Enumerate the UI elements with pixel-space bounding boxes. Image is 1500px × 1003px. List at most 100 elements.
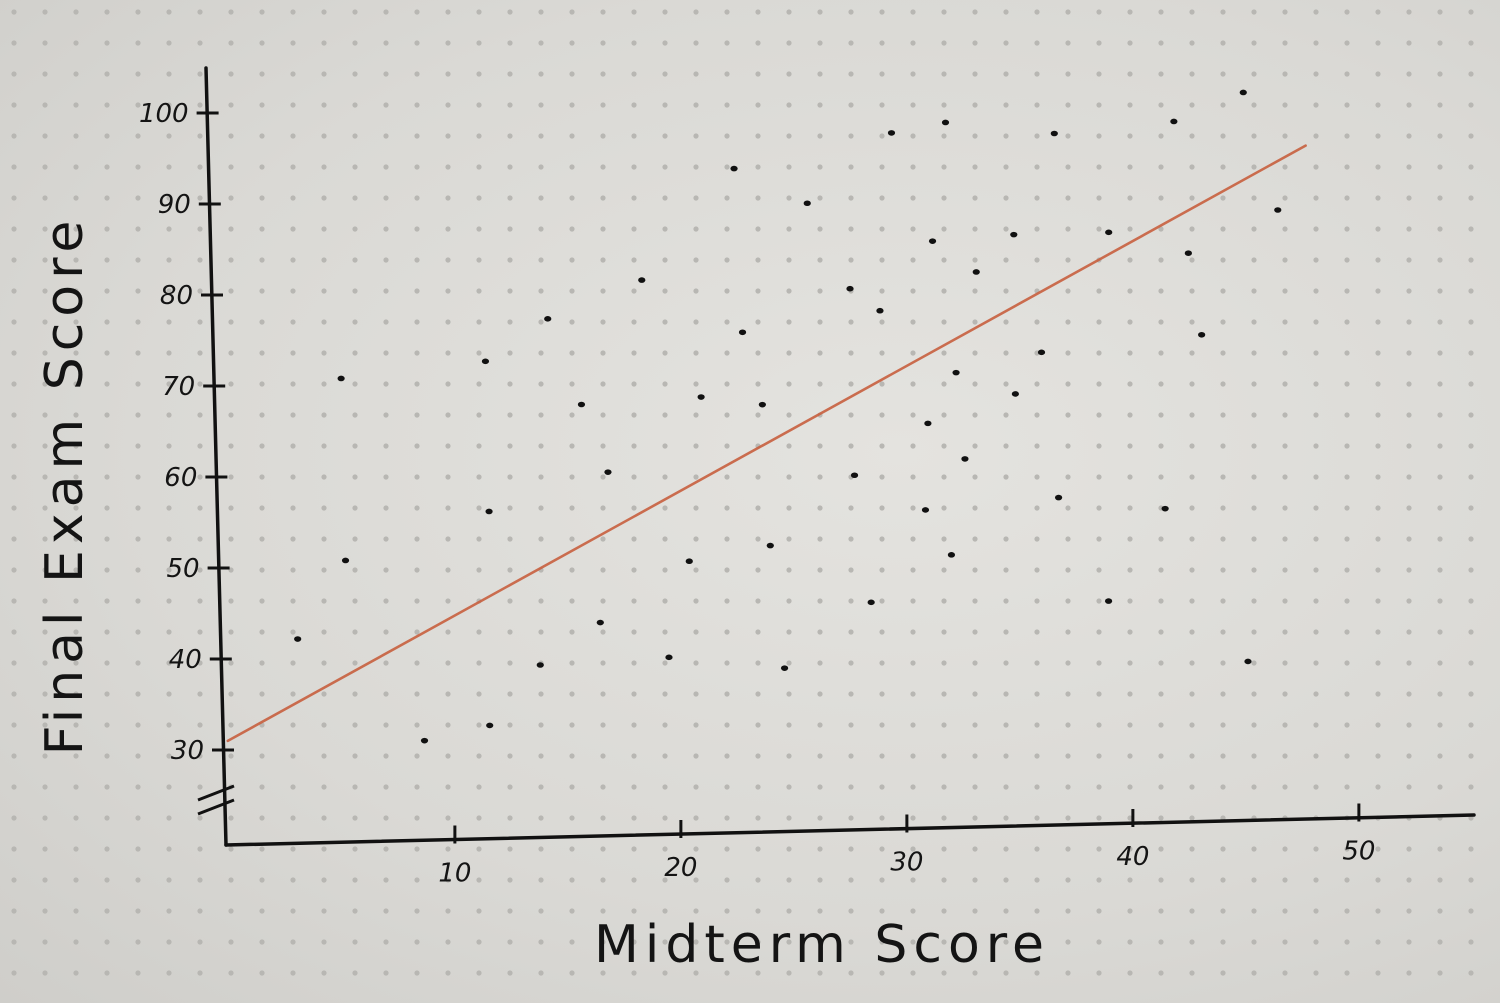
- grid-dot: [476, 939, 482, 945]
- grid-dot: [1251, 257, 1257, 263]
- grid-dot: [445, 660, 451, 666]
- grid-dot: [631, 226, 637, 232]
- grid-dot: [507, 877, 513, 883]
- grid-dot: [1344, 753, 1350, 759]
- grid-dot: [197, 9, 203, 15]
- grid-dot: [569, 846, 575, 852]
- grid-dot: [755, 226, 761, 232]
- y-tick-label: 30: [171, 736, 204, 766]
- grid-dot: [1096, 567, 1102, 573]
- grid-dot: [538, 319, 544, 325]
- grid-dot: [1065, 846, 1071, 852]
- grid-dot: [1282, 164, 1288, 170]
- grid-dot: [11, 536, 17, 542]
- grid-dot: [786, 319, 792, 325]
- grid-dot: [1034, 815, 1040, 821]
- grid-dot: [817, 691, 823, 697]
- grid-dot: [910, 350, 916, 356]
- grid-dot: [228, 412, 234, 418]
- grid-dot: [1437, 939, 1443, 945]
- grid-dot: [817, 40, 823, 46]
- grid-dot: [259, 784, 265, 790]
- grid-dot: [507, 443, 513, 449]
- data-points: [294, 89, 1282, 744]
- grid-dot: [1065, 133, 1071, 139]
- grid-dot: [259, 474, 265, 480]
- grid-dot: [910, 319, 916, 325]
- grid-dot: [507, 629, 513, 635]
- grid-dot: [1220, 536, 1226, 542]
- grid-dot: [569, 226, 575, 232]
- grid-dot: [879, 443, 885, 449]
- x-axis-label: Midterm Score: [594, 915, 1050, 975]
- grid-dot: [538, 412, 544, 418]
- grid-dot: [352, 257, 358, 263]
- grid-dot: [11, 753, 17, 759]
- grid-dot: [1406, 102, 1412, 108]
- grid-dot: [1127, 195, 1133, 201]
- grid-dot: [972, 598, 978, 604]
- grid-dot: [1282, 753, 1288, 759]
- grid-dot: [1344, 71, 1350, 77]
- grid-dot: [817, 133, 823, 139]
- grid-dot: [135, 40, 141, 46]
- grid-dot: [1158, 164, 1164, 170]
- grid-dot: [259, 908, 265, 914]
- grid-dot: [910, 102, 916, 108]
- grid-dot: [972, 970, 978, 976]
- grid-dot: [352, 443, 358, 449]
- grid-dot: [848, 939, 854, 945]
- grid-dot: [724, 567, 730, 573]
- grid-dot: [42, 102, 48, 108]
- grid-dot: [1282, 133, 1288, 139]
- grid-dot: [1375, 288, 1381, 294]
- data-point: [1011, 391, 1019, 397]
- grid-dot: [786, 505, 792, 511]
- grid-dot: [73, 939, 79, 945]
- grid-dot: [1406, 629, 1412, 635]
- grid-dot: [104, 908, 110, 914]
- grid-dot: [724, 133, 730, 139]
- grid-dot: [631, 629, 637, 635]
- data-point: [544, 316, 552, 322]
- grid-dot: [1189, 474, 1195, 480]
- data-point: [947, 552, 956, 558]
- grid-dot: [383, 536, 389, 542]
- grid-dot: [476, 970, 482, 976]
- grid-dot: [42, 226, 48, 232]
- grid-dot: [1344, 40, 1350, 46]
- grid-dot: [817, 536, 823, 542]
- grid-dot: [135, 629, 141, 635]
- grid-dot: [941, 381, 947, 387]
- grid-dot: [352, 908, 358, 914]
- grid-dot: [1375, 226, 1381, 232]
- grid-dot: [724, 505, 730, 511]
- grid-dot: [507, 846, 513, 852]
- grid-dot: [1220, 226, 1226, 232]
- grid-dot: [476, 164, 482, 170]
- grid-dot: [445, 381, 451, 387]
- grid-dot: [1220, 350, 1226, 356]
- grid-dot: [817, 9, 823, 15]
- grid-dot: [259, 288, 265, 294]
- grid-dot: [1127, 319, 1133, 325]
- grid-dot: [910, 195, 916, 201]
- grid-dot: [352, 350, 358, 356]
- grid-dot: [11, 226, 17, 232]
- grid-dot: [879, 536, 885, 542]
- grid-dot: [1189, 908, 1195, 914]
- y-tick-label: 50: [167, 554, 200, 584]
- grid-dot: [321, 381, 327, 387]
- grid-dot: [848, 908, 854, 914]
- grid-dot: [662, 40, 668, 46]
- grid-dot: [414, 195, 420, 201]
- grid-dot: [972, 443, 978, 449]
- data-point: [780, 665, 789, 671]
- grid-dot: [1313, 443, 1319, 449]
- grid-dot: [662, 474, 668, 480]
- grid-dot: [1437, 846, 1443, 852]
- grid-dot: [1406, 660, 1412, 666]
- grid-dot: [1096, 195, 1102, 201]
- grid-dot: [104, 164, 110, 170]
- data-point: [952, 369, 960, 376]
